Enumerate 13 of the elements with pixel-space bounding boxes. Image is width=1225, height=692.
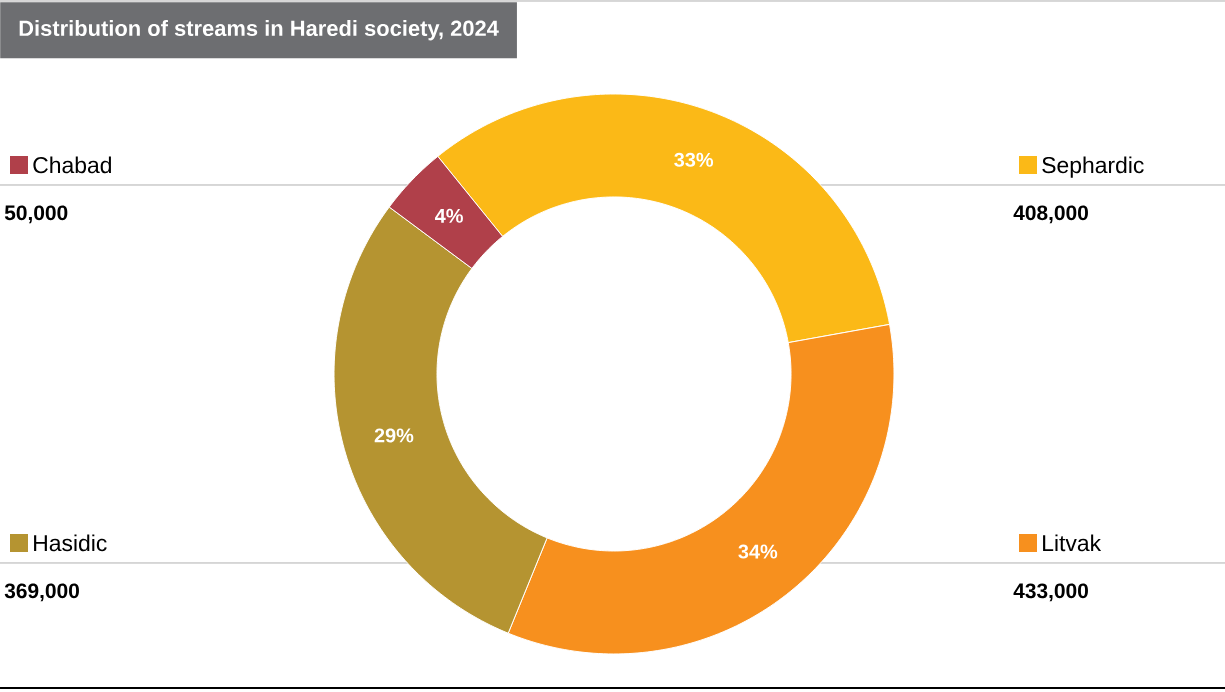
text: 433,000 xyxy=(1013,583,1088,602)
data-label: 33% xyxy=(674,152,714,167)
data-label: 34% xyxy=(738,544,778,559)
legend-label: Hasidic xyxy=(34,534,107,552)
legend-label: Chabad xyxy=(33,156,111,174)
text: 408,000 xyxy=(1013,205,1088,224)
text: 369,000 xyxy=(4,583,79,602)
data-label: 29% xyxy=(374,428,414,443)
chart-title: Distribution of streams in Haredi society, 2024 xyxy=(19,19,499,41)
data-label: 4% xyxy=(434,208,463,223)
text: 50,000 xyxy=(4,205,68,224)
legend-label: Litvak xyxy=(1043,534,1102,552)
legend-label: Sephardic xyxy=(1042,156,1144,178)
